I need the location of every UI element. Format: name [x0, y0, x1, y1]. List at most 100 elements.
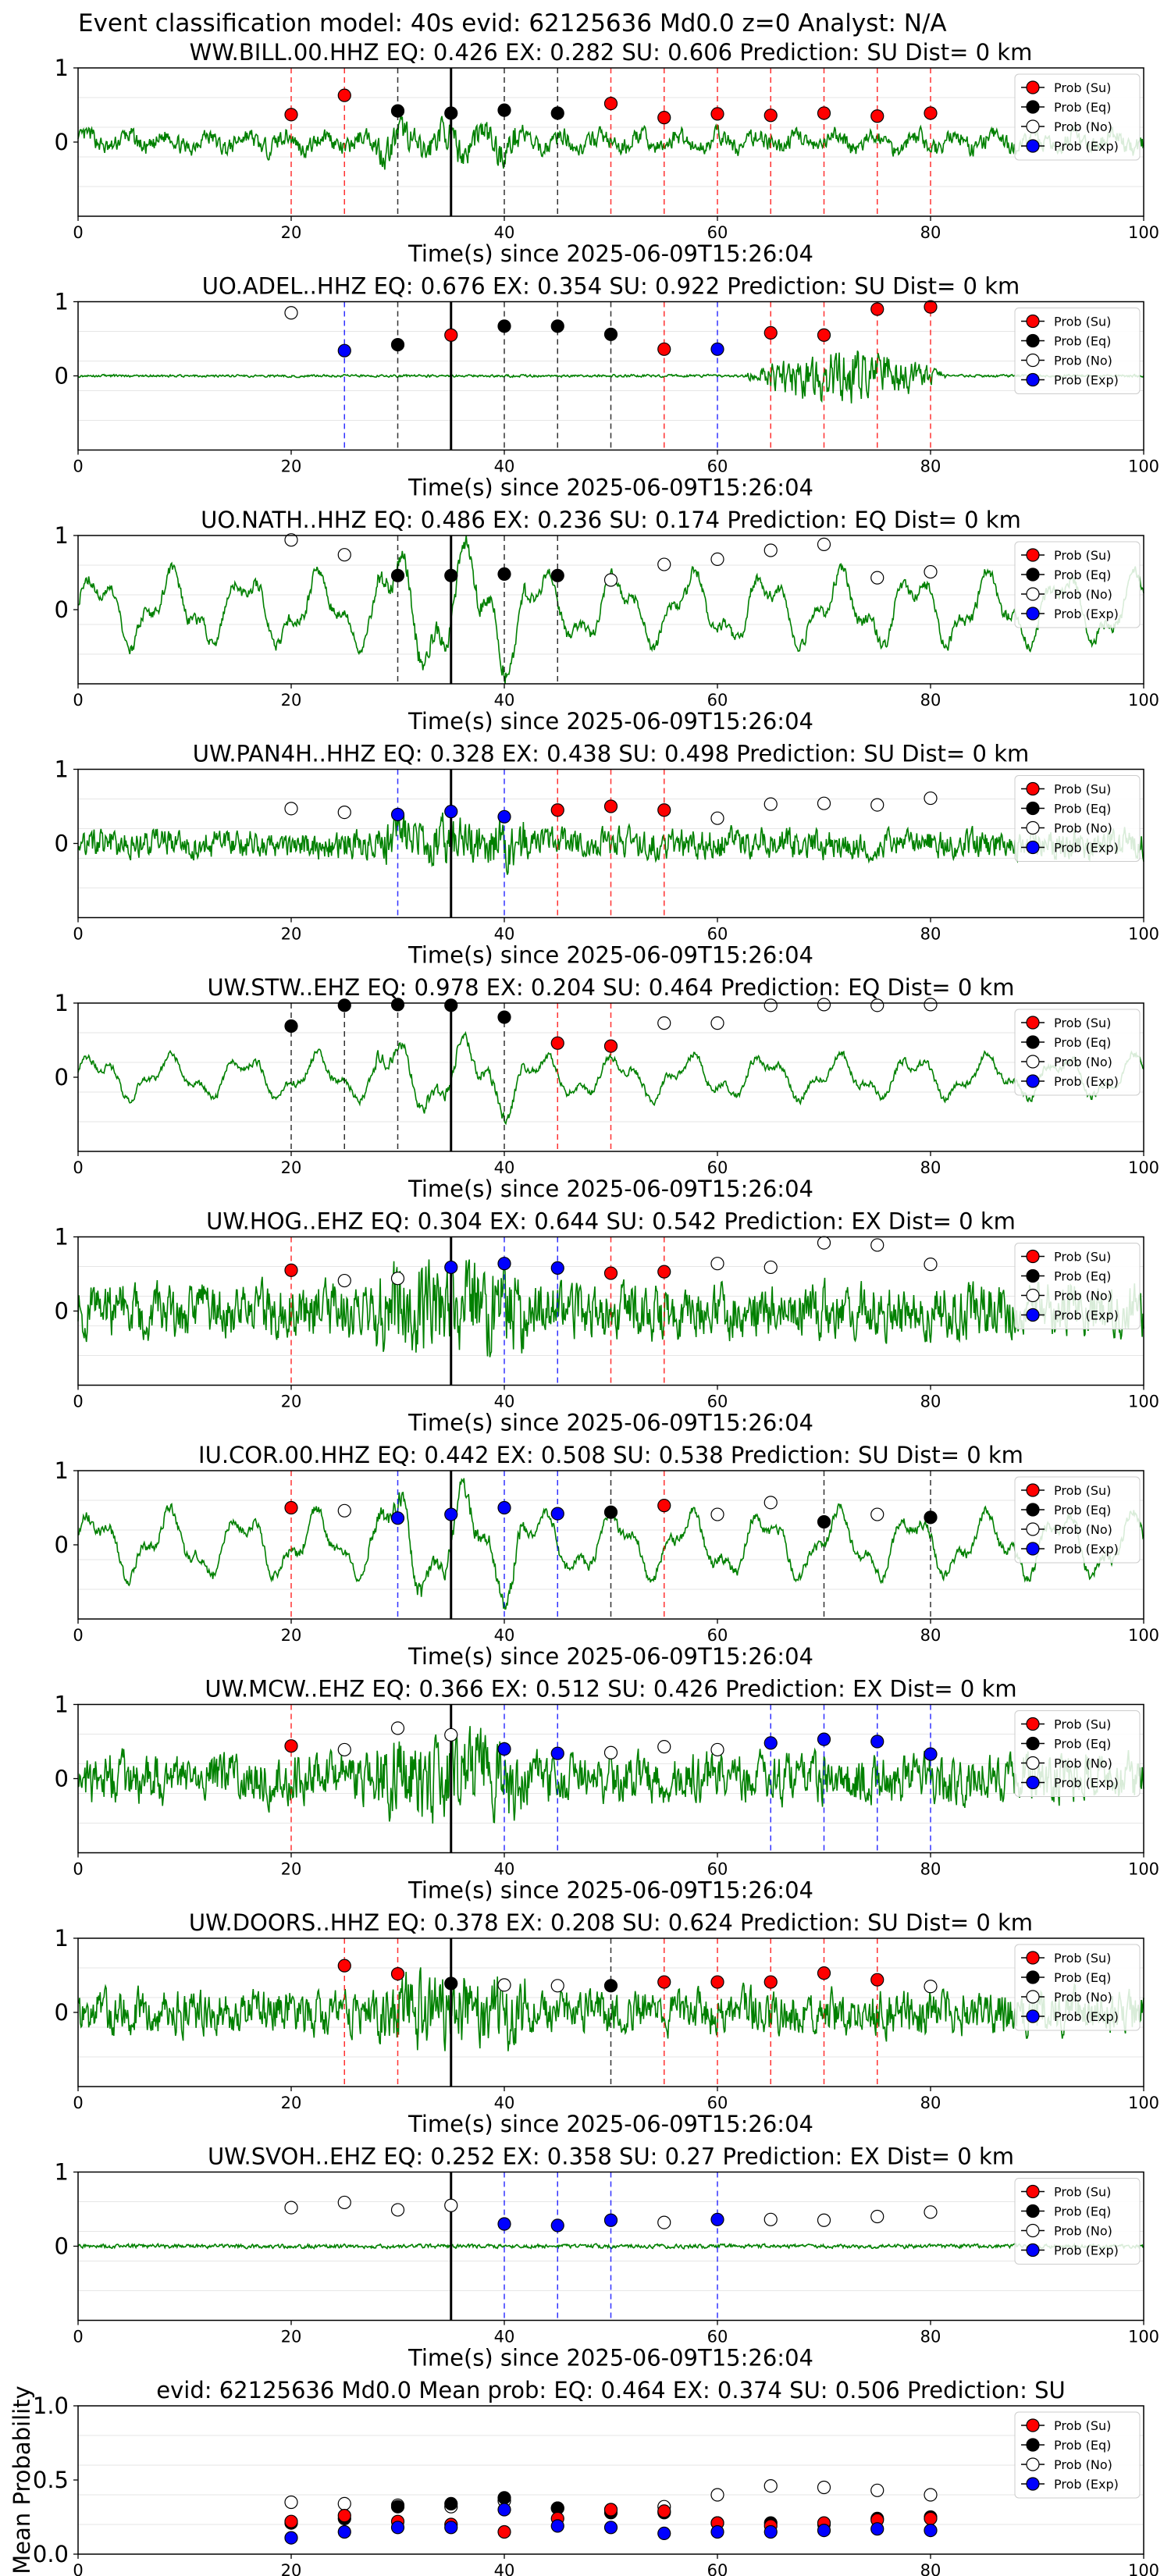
x-tick-label: 0 — [73, 457, 83, 476]
mean-marker-exp — [497, 2503, 511, 2517]
prob-marker-exp — [710, 2212, 724, 2226]
prob-marker-no — [284, 2201, 298, 2215]
prob-marker-su — [603, 1039, 618, 1053]
prob-marker-no — [763, 998, 778, 1012]
legend-marker-eq — [1026, 2438, 1040, 2452]
prob-marker-no — [870, 798, 884, 812]
y-axis-label: Mean Probability — [9, 2386, 35, 2574]
prob-marker-su — [817, 328, 831, 342]
prob-marker-su — [284, 108, 298, 122]
prob-marker-exp — [550, 1507, 564, 1521]
prob-marker-exp — [444, 1260, 458, 1275]
legend-label-no: Prob (No) — [1054, 1990, 1112, 2005]
mean-marker-no — [870, 2483, 884, 2497]
legend-marker-no — [1026, 2457, 1040, 2471]
prob-marker-su — [710, 1975, 724, 1989]
prob-marker-eq — [497, 103, 511, 117]
panel-title: UW.HOG..EHZ EQ: 0.304 EX: 0.644 SU: 0.54… — [206, 1208, 1016, 1235]
y-tick-label: 1 — [55, 289, 69, 315]
legend-label-eq: Prob (Eq) — [1054, 1737, 1111, 1752]
legend-marker-no — [1026, 1288, 1040, 1303]
legend-marker-no — [1026, 820, 1040, 835]
x-tick-label: 20 — [281, 2094, 302, 2112]
mean-marker-exp — [710, 2524, 724, 2539]
x-tick-label: 0 — [73, 223, 83, 242]
legend-marker-exp — [1026, 139, 1040, 153]
prob-marker-exp — [390, 807, 405, 822]
mean-marker-exp — [603, 2521, 618, 2535]
legend-label-exp: Prob (Exp) — [1054, 1308, 1119, 1323]
mean-marker-eq — [444, 2496, 458, 2510]
prob-marker-eq — [603, 1979, 618, 1993]
x-tick-label: 60 — [707, 691, 728, 710]
prob-marker-eq — [390, 338, 405, 352]
prob-marker-su — [657, 111, 671, 125]
legend-label-exp: Prob (Exp) — [1054, 1074, 1119, 1089]
y-tick-label: 0 — [55, 1532, 69, 1558]
prob-marker-no — [924, 791, 938, 806]
x-tick-label: 100 — [1128, 925, 1159, 944]
legend-label-su: Prob (Su) — [1054, 1951, 1111, 1966]
prob-marker-no — [924, 998, 938, 1012]
legend-marker-no — [1026, 1756, 1040, 1770]
panel-title: IU.COR.00.HHZ EQ: 0.442 EX: 0.508 SU: 0.… — [198, 1442, 1023, 1468]
legend-box — [1014, 1944, 1141, 2031]
panel-title: WW.BILL.00.HHZ EQ: 0.426 EX: 0.282 SU: 0… — [190, 39, 1033, 66]
y-tick-label: 0 — [55, 1766, 69, 1792]
prob-marker-no — [284, 306, 298, 320]
prob-marker-exp — [390, 1511, 405, 1525]
x-tick-label: 0 — [73, 2561, 83, 2576]
prob-marker-su — [924, 106, 938, 120]
prob-marker-exp — [497, 1742, 511, 1756]
x-tick-label: 40 — [494, 1860, 515, 1879]
prob-marker-no — [870, 1238, 884, 1252]
legend-label-su: Prob (Su) — [1054, 782, 1111, 797]
prob-marker-no — [817, 537, 831, 552]
prob-marker-su — [817, 1966, 831, 1980]
prob-marker-eq — [444, 1976, 458, 1991]
legend-marker-exp — [1026, 2477, 1040, 2491]
x-tick-label: 100 — [1128, 2094, 1159, 2112]
x-tick-label: 80 — [920, 1393, 941, 1411]
mean-marker-su — [497, 2524, 511, 2539]
prob-marker-no — [390, 1721, 405, 1735]
mean-marker-exp — [550, 2519, 564, 2533]
x-tick-label: 0 — [73, 2328, 83, 2347]
waveform-trace — [77, 350, 1144, 404]
x-axis-label: Time(s) since 2025-06-09T15:26:04 — [408, 1410, 813, 1436]
x-tick-label: 0 — [73, 691, 83, 710]
legend-box — [1014, 2178, 1141, 2265]
y-tick-label: 0 — [55, 1064, 69, 1091]
prob-marker-no — [817, 2213, 831, 2227]
prob-marker-no — [603, 1745, 618, 1759]
prob-marker-no — [657, 1740, 671, 1754]
prob-marker-su — [657, 803, 671, 817]
legend-marker-exp — [1026, 1074, 1040, 1088]
prob-marker-no — [657, 557, 671, 571]
x-tick-label: 80 — [920, 457, 941, 476]
y-tick-label: 1 — [55, 756, 69, 783]
prob-marker-no — [817, 796, 831, 810]
prob-marker-su — [284, 1500, 298, 1515]
x-tick-label: 20 — [281, 457, 302, 476]
legend-label-exp: Prob (Exp) — [1054, 607, 1119, 621]
legend-marker-su — [1026, 781, 1040, 796]
mean-marker-exp — [763, 2524, 778, 2539]
x-axis-label: Time(s) since 2025-06-09T15:26:04 — [408, 1176, 813, 1202]
prob-marker-no — [870, 998, 884, 1012]
legend-box — [1014, 1243, 1141, 1329]
mean-marker-exp — [817, 2524, 831, 2538]
legend-label-su: Prob (Su) — [1054, 315, 1111, 329]
mean-marker-exp — [390, 2521, 405, 2535]
panel-10: evid: 62125636 Md0.0 Mean prob: EQ: 0.46… — [9, 2377, 1159, 2576]
legend-label-su: Prob (Su) — [1054, 2185, 1111, 2200]
legend-label-exp: Prob (Exp) — [1054, 373, 1119, 388]
panel-8: UW.DOORS..HHZ EQ: 0.378 EX: 0.208 SU: 0.… — [55, 1909, 1160, 2137]
x-tick-label: 40 — [494, 1158, 515, 1177]
prob-marker-su — [444, 328, 458, 342]
x-tick-label: 80 — [920, 1158, 941, 1177]
x-tick-label: 20 — [281, 2561, 302, 2576]
legend-label-no: Prob (No) — [1054, 821, 1112, 836]
